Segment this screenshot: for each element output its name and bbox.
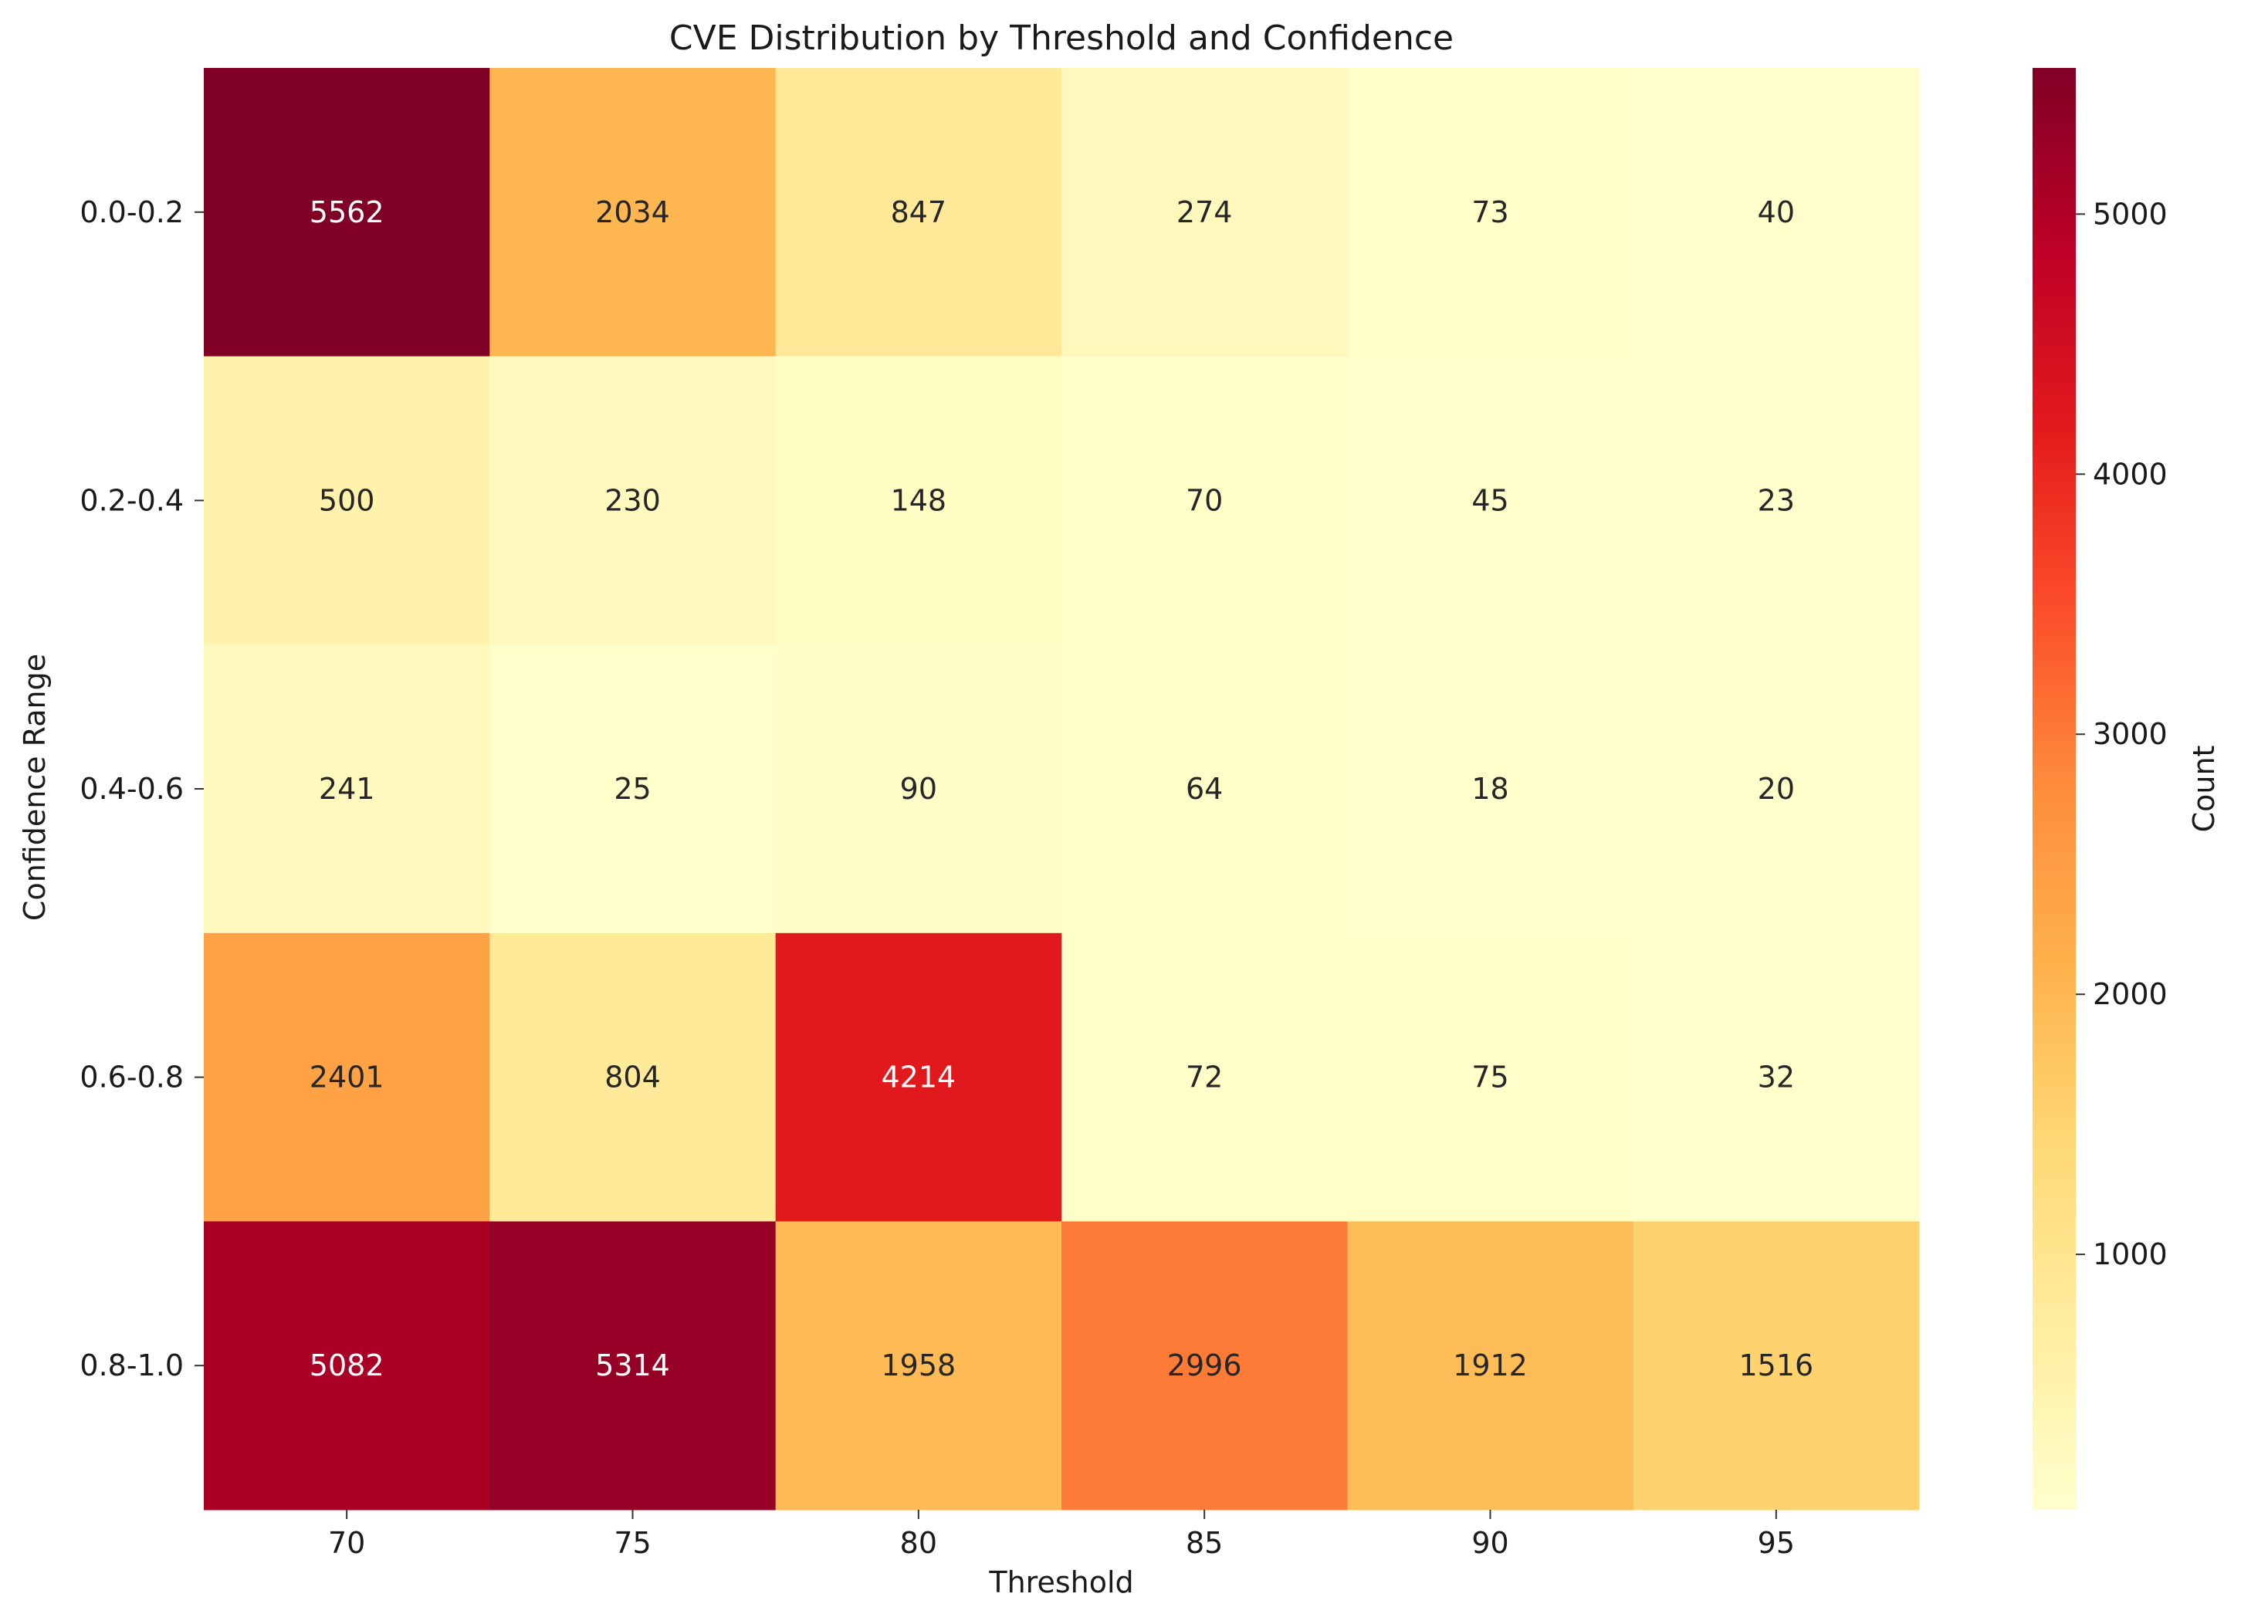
- cell-value-label: 45: [1471, 483, 1508, 517]
- y-axis: 0.0-0.2 0.2-0.4 0.4-0.6 0.6-0.8 0.8-1.0: [80, 195, 204, 1382]
- heatmap-cell: [489, 932, 777, 1222]
- y-tick-label: 0.2-0.4: [80, 483, 184, 517]
- cell-value-label: 5314: [595, 1348, 670, 1382]
- heatmap-cell: [1633, 356, 1920, 645]
- heatmap-cell: [775, 68, 1062, 357]
- y-tick-label: 0.0-0.2: [80, 195, 184, 229]
- cell-value-label: 40: [1758, 195, 1795, 229]
- heatmap-cell: [489, 645, 777, 934]
- x-tick-label: 90: [1471, 1526, 1508, 1560]
- cell-value-label: 230: [604, 483, 661, 517]
- chart-title: CVE Distribution by Threshold and Confid…: [669, 19, 1454, 58]
- x-tick-label: 85: [1186, 1526, 1223, 1560]
- heatmap-cell: [204, 932, 490, 1222]
- cell-value-label: 18: [1471, 772, 1508, 806]
- heatmap-cell: [1061, 68, 1348, 357]
- heatmap-cell: [204, 356, 490, 645]
- heatmap-cell: [489, 1221, 777, 1511]
- colorbar-tick-label: 1000: [2093, 1237, 2168, 1271]
- cell-value-label: 847: [891, 195, 947, 229]
- heatmap-cell: [1633, 68, 1920, 357]
- heatmap-cell: [775, 645, 1062, 934]
- x-axis: 70 75 80 85 90 95: [328, 1510, 1795, 1560]
- cell-value-label: 75: [1471, 1061, 1508, 1095]
- y-tick-label: 0.6-0.8: [80, 1061, 184, 1095]
- x-axis-label: Threshold: [988, 1565, 1133, 1599]
- cell-value-label: 2401: [310, 1061, 384, 1095]
- heatmap-cell: [775, 1221, 1062, 1511]
- heatmap-cell: [1061, 356, 1348, 645]
- heatmap-cell: [1633, 932, 1920, 1222]
- cell-value-label: 23: [1758, 483, 1795, 517]
- cell-value-label: 241: [319, 772, 375, 806]
- heatmap-cell: [1347, 1221, 1634, 1511]
- x-tick-label: 80: [900, 1526, 937, 1560]
- heatmap-cell: [775, 932, 1062, 1222]
- y-tick-label: 0.8-1.0: [80, 1348, 184, 1382]
- heatmap-cell: [489, 68, 777, 357]
- heatmap-cell: [1347, 68, 1634, 357]
- cell-value-label: 4214: [881, 1061, 956, 1095]
- x-tick-label: 95: [1758, 1526, 1795, 1560]
- cell-value-label: 2996: [1167, 1348, 1242, 1382]
- heatmap-cell: [1061, 932, 1348, 1222]
- cell-value-label: 1516: [1738, 1348, 1813, 1382]
- colorbar-ticks: 1000 2000 3000 4000 5000: [2076, 197, 2168, 1271]
- heatmap-cell: [1633, 1221, 1920, 1511]
- heatmap-cell: [204, 645, 490, 934]
- cell-value-label: 32: [1758, 1061, 1795, 1095]
- cell-value-label: 25: [614, 772, 651, 806]
- cell-value-label: 1958: [881, 1348, 956, 1382]
- cell-value-label: 73: [1471, 195, 1508, 229]
- colorbar-tick-label: 2000: [2093, 977, 2168, 1011]
- heatmap-cell: [1347, 645, 1634, 934]
- colorbar: 1000 2000 3000 4000 5000 Count: [2033, 68, 2221, 1510]
- cell-value-label: 64: [1186, 772, 1223, 806]
- y-tick-label: 0.4-0.6: [80, 772, 184, 806]
- x-tick-label: 75: [614, 1526, 651, 1560]
- y-axis-label: Confidence Range: [18, 654, 52, 921]
- cell-value-label: 90: [900, 772, 937, 806]
- cell-value-label: 70: [1186, 483, 1223, 517]
- heatmap-cell: [1347, 356, 1634, 645]
- cell-value-label: 72: [1186, 1061, 1223, 1095]
- heatmap-cell: [204, 1221, 490, 1511]
- cell-value-label: 274: [1176, 195, 1233, 229]
- x-tick-label: 70: [328, 1526, 365, 1560]
- cell-value-label: 20: [1758, 772, 1795, 806]
- heatmap-cell: [204, 68, 490, 357]
- heatmap-cell: [1633, 645, 1920, 934]
- colorbar-label: Count: [2187, 746, 2221, 833]
- colorbar-tick-label: 5000: [2093, 197, 2168, 231]
- heatmap-cell: [775, 356, 1062, 645]
- cell-value-label: 2034: [595, 195, 670, 229]
- heatmap-cell: [1061, 1221, 1348, 1511]
- cell-value-label: 5082: [310, 1348, 384, 1382]
- cell-value-label: 804: [604, 1061, 661, 1095]
- cell-value-label: 148: [891, 483, 947, 517]
- colorbar-tick-label: 3000: [2093, 717, 2168, 751]
- cell-value-label: 1912: [1453, 1348, 1528, 1382]
- colorbar-gradient: [2033, 68, 2076, 1510]
- heatmap-cell-labels: 5562 2034 847 274 73 40 500 230 148 70 45 23 241 25 90…: [310, 195, 1813, 1382]
- cell-value-label: 500: [319, 483, 375, 517]
- heatmap-cell: [1347, 932, 1634, 1222]
- heatmap-cell: [489, 356, 777, 645]
- colorbar-tick-label: 4000: [2093, 457, 2168, 491]
- heatmap-cells: [204, 68, 1920, 1511]
- cell-value-label: 5562: [310, 195, 384, 229]
- heatmap-cell: [1061, 645, 1348, 934]
